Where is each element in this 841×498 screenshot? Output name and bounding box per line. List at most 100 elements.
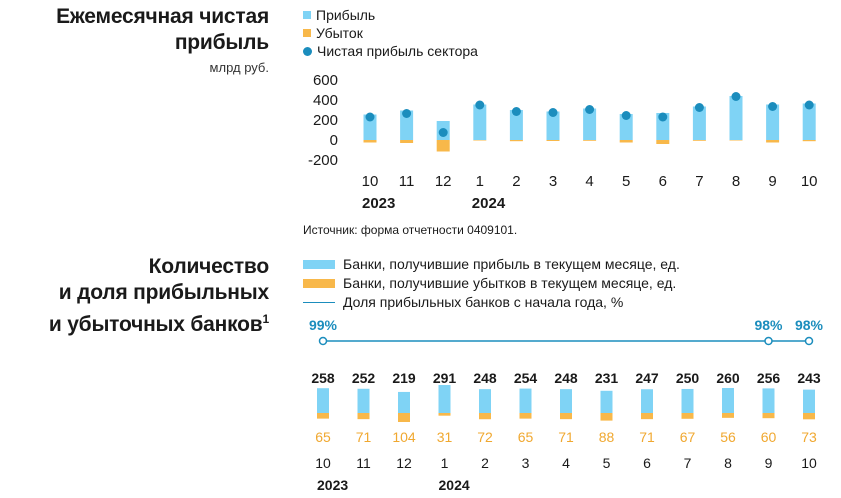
chart1-profit-bar — [729, 96, 743, 140]
chart2-profit-value: 291 — [433, 370, 457, 386]
chart2-loss-bar — [317, 413, 329, 419]
chart1-loss-bar — [656, 140, 670, 144]
chart1-net-point — [402, 109, 412, 118]
chart1-profit-bar — [619, 114, 633, 140]
chart1-ytick-label: 600 — [313, 72, 338, 89]
chart2-title-line3-text: и убыточных банков — [48, 313, 263, 336]
chart1-ytick-label: 0 — [330, 132, 338, 149]
chart2-loss-bar — [398, 413, 410, 422]
chart1-xtick-label: 8 — [732, 173, 740, 190]
chart1-xtick-label: 10 — [362, 173, 379, 190]
chart2-loss-value: 88 — [599, 429, 615, 445]
chart1-net-point — [731, 92, 741, 101]
chart1-net-point — [475, 100, 485, 110]
legend-loss-banks-label: Банки, получившие убытков в текущем меся… — [343, 275, 677, 291]
chart2-share-point — [804, 336, 814, 346]
legend-profit: Прибыль — [303, 7, 375, 23]
chart2-loss-value: 67 — [680, 429, 696, 445]
chart1-net-point — [694, 103, 704, 112]
chart1-loss-bar — [766, 140, 780, 143]
chart2-loss-bar — [519, 413, 532, 419]
chart2-xtick-label: 9 — [765, 455, 773, 471]
chart1-title-line1: Ежемесячная чистая — [56, 5, 269, 28]
legend-profit-banks: Банки, получившие прибыль в текущем меся… — [303, 256, 680, 272]
chart2-xtick-label: 1 — [441, 455, 449, 471]
chart1-loss-bar — [363, 140, 377, 143]
legend-share: Доля прибыльных банков с начала года, % — [303, 294, 623, 310]
chart1-profit-bar — [546, 111, 560, 140]
chart1-net-point — [365, 112, 375, 122]
chart2-profit-value: 243 — [797, 370, 821, 386]
chart1-year-label: 2024 — [472, 195, 506, 212]
chart2-profit-value: 254 — [514, 370, 538, 386]
chart2-loss-value: 72 — [477, 429, 493, 445]
chart1-xtick-label: 6 — [659, 173, 667, 190]
chart2-xtick-label: 2 — [481, 455, 489, 471]
chart2-profit-bar — [357, 388, 370, 413]
chart1-xtick-label: 3 — [549, 173, 557, 190]
chart2-xtick-label: 11 — [356, 455, 371, 471]
chart1-net-point — [658, 112, 668, 122]
chart1-loss-bar — [692, 140, 706, 141]
legend-loss-banks: Банки, получившие убытков в текущем меся… — [303, 275, 676, 291]
chart1-profit-bar — [802, 103, 816, 140]
chart1-profit-bar — [583, 108, 597, 140]
chart2-share-point — [764, 336, 773, 346]
chart1-ytick-label: -200 — [308, 152, 338, 169]
chart1-loss-bar — [619, 140, 633, 143]
chart2-profit-bar — [722, 388, 734, 413]
chart1-xtick-label: 2 — [512, 173, 520, 190]
chart1-xtick-label: 12 — [435, 173, 452, 190]
legend-profit-banks-label: Банки, получившие прибыль в текущем меся… — [343, 256, 680, 272]
chart2-share-label: 99% — [309, 317, 338, 333]
chart2-profit-bar — [479, 389, 491, 413]
chart2-loss-value: 65 — [518, 429, 534, 445]
chart2-xtick-label: 7 — [684, 455, 692, 471]
chart2-profit-value: 258 — [311, 370, 335, 386]
chart1-xtick-label: 5 — [622, 173, 630, 190]
chart1-loss-bar — [546, 140, 560, 141]
chart2-share-label: 98% — [795, 317, 824, 333]
chart1-profit-bar — [766, 104, 780, 140]
chart2-profit-value: 231 — [595, 370, 619, 386]
chart2-loss-bar — [479, 413, 491, 420]
chart2-profit-value: 256 — [757, 370, 781, 386]
chart2-profit-bar — [317, 388, 329, 413]
chart2-loss-bar — [357, 413, 370, 420]
chart2-profit-bar — [560, 389, 572, 413]
chart2-loss-bar — [438, 413, 451, 416]
chart1-title-line2: прибыль — [174, 31, 269, 54]
chart1-unit: млрд руб. — [209, 60, 269, 75]
chart1-loss-bar — [473, 140, 487, 141]
chart1-xtick-label: 1 — [476, 173, 484, 190]
chart1-xtick-label: 9 — [768, 173, 776, 190]
chart1-net-point — [511, 107, 521, 116]
chart2-profit-value: 248 — [554, 370, 578, 386]
chart2-profit-value: 219 — [392, 370, 416, 386]
legend-loss-banks-swatch — [303, 278, 335, 288]
legend-profit-banks-swatch — [303, 259, 335, 269]
legend-net: Чистая прибыль сектора — [303, 43, 478, 59]
chart1-xtick-label: 7 — [695, 173, 703, 190]
chart1-profit-bar — [509, 110, 523, 140]
chart2-title-line1: Количество — [148, 255, 270, 278]
chart2-loss-value: 71 — [639, 429, 655, 445]
chart2-xtick-label: 8 — [724, 455, 732, 471]
chart2-profit-bar — [641, 389, 653, 413]
chart2-loss-bar — [641, 413, 653, 420]
chart2-title-line3: и убыточных банков1 — [9, 306, 269, 338]
chart1-profit-bar — [692, 106, 706, 140]
chart2-loss-bar — [560, 413, 572, 420]
chart2-loss-value: 31 — [437, 429, 453, 445]
chart2-profit-value: 260 — [716, 370, 740, 386]
chart2-year-label: 2024 — [439, 477, 470, 493]
chart2-loss-bar — [762, 413, 775, 419]
chart2-loss-value: 73 — [801, 429, 817, 445]
chart2-profit-value: 248 — [473, 370, 497, 386]
chart1-loss-bar — [729, 140, 743, 141]
legend-loss-swatch — [303, 29, 311, 37]
chart1-net-point — [804, 100, 814, 110]
legend-loss-label: Убыток — [316, 25, 363, 41]
legend-net-swatch — [303, 46, 312, 56]
